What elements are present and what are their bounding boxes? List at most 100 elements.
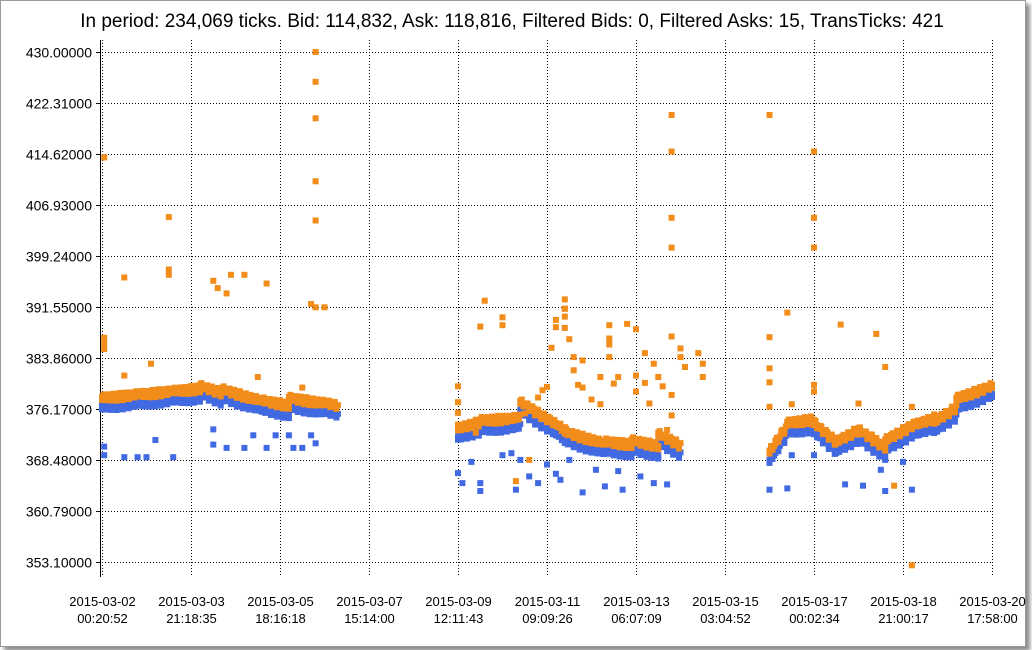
data-point — [287, 391, 294, 398]
data-point — [569, 428, 576, 434]
x-tick-date: 2015-03-18 — [870, 594, 937, 609]
data-point — [241, 271, 248, 278]
data-point — [664, 481, 671, 488]
data-point — [293, 393, 300, 400]
data-point — [616, 444, 623, 451]
data-point — [811, 381, 817, 388]
data-point — [455, 409, 461, 416]
data-point — [579, 357, 586, 364]
data-point — [781, 430, 788, 437]
data-point — [643, 453, 650, 460]
data-point — [897, 433, 903, 440]
data-point — [210, 277, 217, 284]
data-point — [492, 420, 499, 427]
x-tick-date: 2015-03-07 — [336, 594, 403, 609]
x-tick-date: 2015-03-02 — [69, 594, 136, 609]
x-tick-time: 09:09:26 — [522, 611, 573, 626]
data-point — [650, 480, 657, 487]
data-point — [842, 481, 849, 488]
data-point — [239, 405, 246, 412]
data-point — [468, 458, 475, 465]
data-point — [101, 443, 108, 450]
data-point — [775, 448, 782, 455]
data-point — [951, 409, 958, 416]
data-point — [121, 454, 128, 461]
data-point — [812, 418, 819, 424]
data-point — [300, 401, 307, 408]
data-point — [125, 405, 132, 412]
data-point — [946, 422, 952, 429]
data-point — [766, 486, 773, 493]
data-point — [900, 458, 906, 465]
data-point — [766, 403, 773, 410]
data-point — [274, 404, 280, 411]
data-point — [570, 354, 577, 361]
y-tick-label: 368.48000 — [26, 453, 92, 469]
data-point — [793, 431, 800, 438]
data-point — [552, 324, 559, 331]
data-point — [766, 379, 773, 386]
data-point — [989, 394, 995, 401]
data-point — [676, 445, 682, 452]
data-point — [882, 364, 889, 370]
data-point — [226, 385, 233, 392]
data-point — [570, 367, 577, 374]
data-point — [622, 454, 629, 461]
data-point — [579, 384, 586, 391]
data-point — [512, 486, 519, 493]
data-point — [974, 401, 981, 408]
data-point — [107, 406, 114, 413]
data-point — [198, 380, 205, 387]
data-point — [615, 374, 622, 380]
data-point — [469, 434, 476, 441]
data-point — [649, 445, 656, 452]
data-point — [312, 78, 319, 85]
data-point — [121, 274, 128, 281]
data-point — [185, 400, 191, 407]
data-point — [299, 384, 306, 391]
data-point — [630, 434, 636, 441]
data-point — [695, 350, 702, 357]
data-point — [455, 383, 461, 390]
data-point — [557, 420, 564, 427]
data-point — [185, 390, 191, 397]
data-point — [165, 266, 172, 273]
data-point — [962, 396, 969, 402]
data-point — [308, 432, 315, 439]
data-point — [170, 454, 177, 461]
data-point — [784, 309, 791, 316]
data-point — [551, 416, 558, 423]
data-point — [499, 452, 506, 459]
data-point — [263, 280, 270, 287]
data-point — [576, 446, 583, 453]
data-point — [877, 466, 884, 473]
data-point — [119, 397, 126, 404]
data-point — [517, 411, 524, 418]
data-point — [788, 452, 795, 459]
data-point — [285, 405, 292, 412]
data-point — [561, 296, 568, 303]
data-point — [908, 426, 915, 433]
data-point — [146, 403, 153, 410]
y-tick-label: 406.93000 — [26, 198, 92, 214]
data-point — [113, 397, 120, 404]
data-point — [101, 452, 108, 459]
data-point — [974, 392, 981, 399]
data-point — [805, 430, 812, 437]
data-point — [781, 440, 788, 446]
data-point — [882, 488, 889, 494]
data-point — [633, 372, 639, 379]
data-point — [668, 244, 675, 251]
data-point — [857, 424, 863, 431]
y-tick-label: 353.10000 — [26, 555, 92, 571]
y-axis-ticks: 430.00000 422.31000 414.62000 406.93000 399.… — [26, 45, 101, 571]
data-point — [953, 402, 960, 409]
data-point — [855, 400, 862, 407]
data-point — [477, 323, 484, 330]
data-point — [855, 429, 862, 436]
data-point — [152, 394, 159, 401]
data-point — [655, 446, 662, 453]
data-point — [980, 399, 987, 406]
data-point — [903, 430, 909, 437]
data-point — [668, 437, 675, 443]
